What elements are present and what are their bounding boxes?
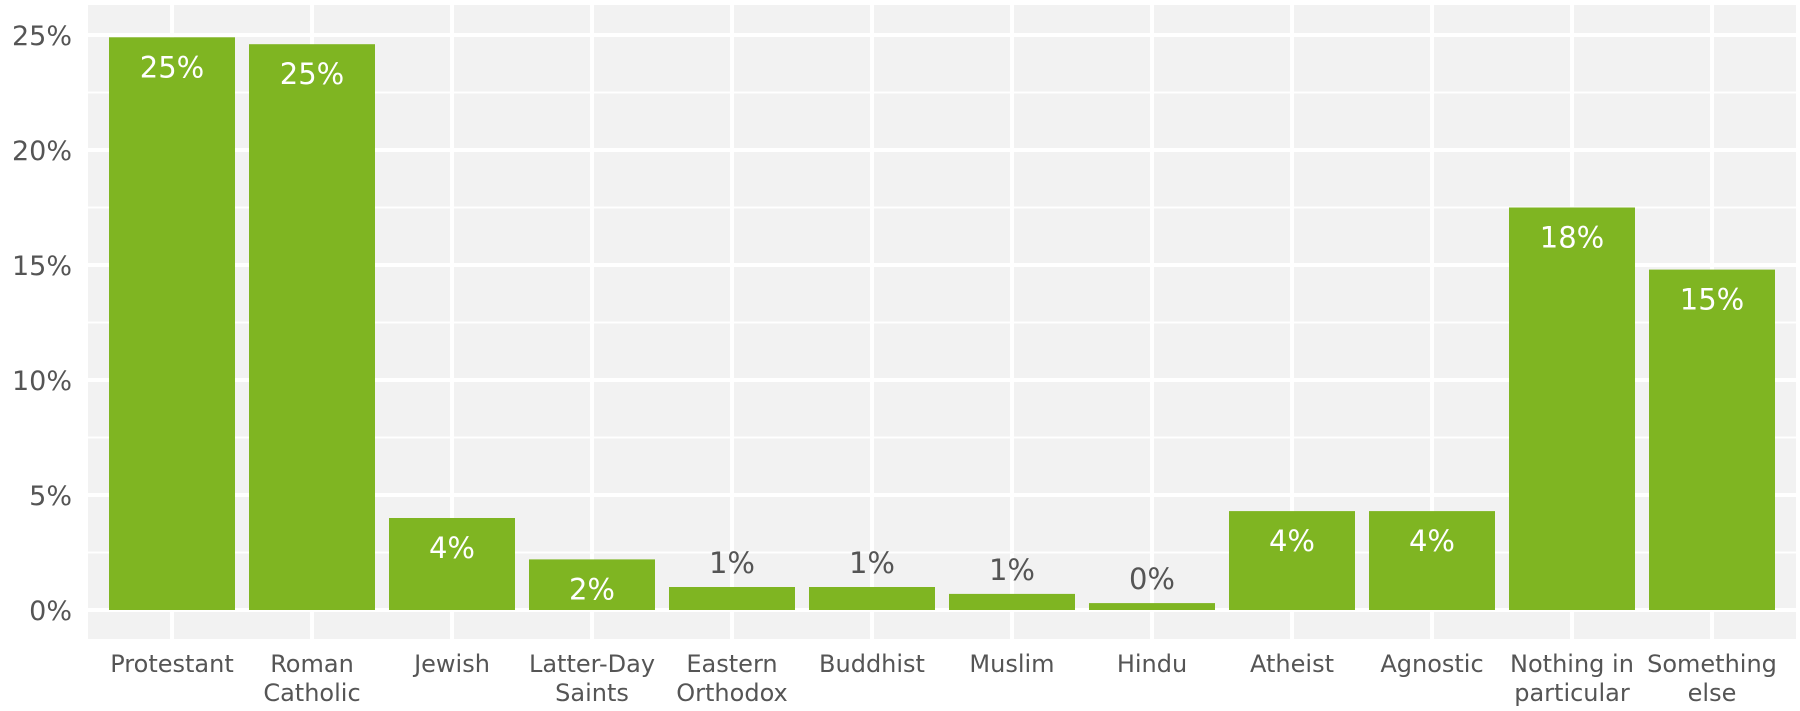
bar xyxy=(949,593,1075,610)
x-category-label-line: Protestant xyxy=(110,650,234,678)
x-category-label-line: Catholic xyxy=(263,679,360,707)
bar-value-label: 4% xyxy=(429,531,475,565)
x-category-label: Nothing in particular xyxy=(1510,650,1634,707)
bar xyxy=(249,44,375,610)
x-category-label-line: Latter-Day xyxy=(529,650,655,678)
y-tick-label: 20% xyxy=(12,136,72,167)
bars: 25% 25% 4% 2% 1% 1% 1% 0% 4% 4% 18% 15% xyxy=(109,37,1775,611)
x-category-label-line: Hindu xyxy=(1117,650,1187,678)
bar-value-label: 1% xyxy=(989,553,1035,587)
x-category-label-line: Roman xyxy=(270,650,354,678)
x-category-label-line: Muslim xyxy=(969,650,1054,678)
x-category-label: Something else xyxy=(1647,650,1777,707)
bar-value-label: 1% xyxy=(849,546,895,580)
x-category-label: Protestant xyxy=(110,650,234,678)
bar xyxy=(109,37,235,611)
bar xyxy=(1509,207,1635,610)
bar xyxy=(1089,603,1215,610)
bar-value-label: 25% xyxy=(140,50,204,84)
y-tick-label: 10% xyxy=(12,366,72,397)
x-category-label-line: Eastern xyxy=(686,650,777,678)
x-category-label: Muslim xyxy=(969,650,1054,678)
y-tick-label: 25% xyxy=(12,21,72,52)
bar-value-label: 4% xyxy=(1269,524,1315,558)
x-category-label-line: Something xyxy=(1647,650,1777,678)
bar xyxy=(669,587,795,610)
x-category-label: Latter-Day Saints xyxy=(529,650,655,707)
x-category-label-line: Jewish xyxy=(412,650,490,678)
bar xyxy=(529,559,655,610)
x-category-label: Agnostic xyxy=(1380,650,1483,678)
bar xyxy=(389,518,515,610)
x-category-label-line: Orthodox xyxy=(676,679,787,707)
x-category-label: Buddhist xyxy=(819,650,925,678)
bar xyxy=(809,587,935,610)
x-category-label: Jewish xyxy=(412,650,490,678)
y-tick-label: 0% xyxy=(29,596,72,627)
x-category-label: Hindu xyxy=(1117,650,1187,678)
y-tick-label: 5% xyxy=(29,481,72,512)
x-category-label: Roman Catholic xyxy=(263,650,360,707)
bar-value-label: 2% xyxy=(569,572,615,606)
bar-value-label: 15% xyxy=(1680,283,1744,317)
bar xyxy=(1369,511,1495,610)
x-category-label-line: Atheist xyxy=(1250,650,1334,678)
y-axis-ticks: 0% 5% 10% 15% 20% 25% xyxy=(12,21,72,627)
x-category-label: Atheist xyxy=(1250,650,1334,678)
x-category-label: Eastern Orthodox xyxy=(676,650,787,707)
x-category-label-line: else xyxy=(1688,679,1737,707)
x-category-label-line: Agnostic xyxy=(1380,650,1483,678)
bar-value-label: 4% xyxy=(1409,524,1455,558)
x-category-label-line: Saints xyxy=(555,679,629,707)
x-category-label-line: Buddhist xyxy=(819,650,925,678)
bar xyxy=(1649,269,1775,610)
bar xyxy=(1229,511,1355,610)
y-tick-label: 15% xyxy=(12,251,72,282)
x-category-label-line: Nothing in xyxy=(1510,650,1634,678)
bar-value-label: 1% xyxy=(709,546,755,580)
bar-value-label: 0% xyxy=(1129,562,1175,596)
bar-value-label: 18% xyxy=(1540,221,1604,255)
bar-value-label: 25% xyxy=(280,57,344,91)
x-category-label-line: particular xyxy=(1514,679,1630,707)
